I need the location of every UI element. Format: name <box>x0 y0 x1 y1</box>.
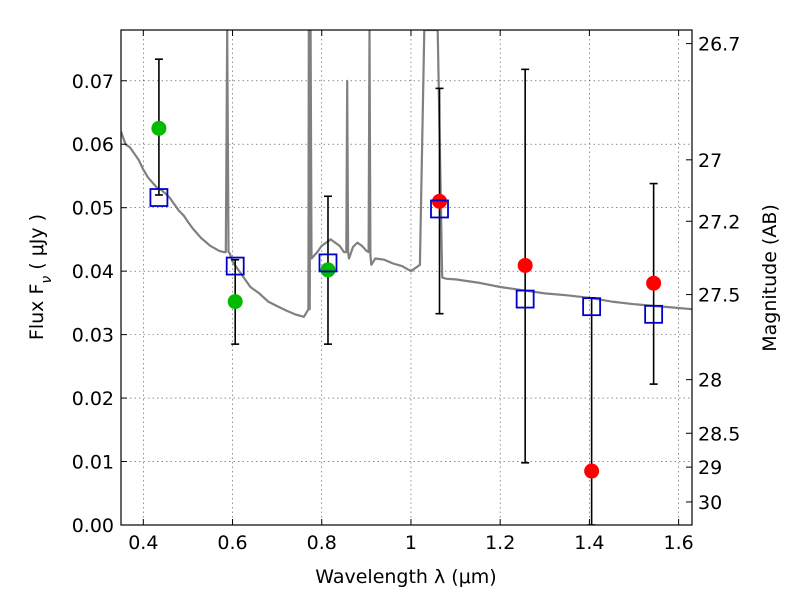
data-point-square <box>644 304 664 324</box>
x-tick-label: 0.6 <box>217 532 247 554</box>
mag-axis-ticks: 26.7 27 27.2 27.5 28 28.5 29 30 <box>686 34 740 514</box>
data-point-square <box>515 289 535 309</box>
y-tick-label: 0.05 <box>72 198 114 220</box>
y-axis-label: Flux Fν ( μJy ) <box>26 214 55 340</box>
data-point-square <box>430 199 449 219</box>
x-axis-ticks: 0.4 0.6 0.8 1 1.2 1.4 1.6 <box>128 30 694 554</box>
data-point-circle <box>646 275 662 291</box>
mag-tick-label: 26.7 <box>698 34 740 56</box>
data-point-circle <box>320 262 336 278</box>
mag-tick-label: 28 <box>698 370 722 392</box>
data-point-circle <box>584 463 600 479</box>
x-axis-label: Wavelength λ (μm) <box>315 566 496 588</box>
data-points <box>149 120 664 479</box>
data-point-circle <box>227 294 243 310</box>
mag-tick-label: 27.5 <box>698 285 740 307</box>
y-tick-label: 0.03 <box>72 325 114 347</box>
y-tick-label: 0.06 <box>72 134 114 156</box>
data-point-square <box>582 297 602 317</box>
data-point-circle <box>151 120 167 136</box>
y2-axis-label: Magnitude (AB) <box>759 204 781 352</box>
x-tick-label: 1.4 <box>574 532 604 554</box>
data-point-square <box>318 253 338 273</box>
mag-tick-label: 30 <box>698 492 722 514</box>
x-tick-label: 1 <box>405 532 417 554</box>
grid-lines <box>121 30 692 526</box>
x-tick-label: 0.4 <box>128 532 158 554</box>
y-tick-label: 0.02 <box>72 388 114 410</box>
mag-tick-label: 28.5 <box>698 423 740 445</box>
mag-tick-label: 27 <box>698 150 722 172</box>
data-point-square <box>225 256 245 276</box>
y-tick-label: 0.07 <box>72 71 114 93</box>
y-tick-label: 0.01 <box>72 452 114 474</box>
y-tick-label: 0.00 <box>72 515 114 537</box>
y-axis-label-main: Flux F <box>26 284 48 340</box>
y-axis-label-subscript: ν <box>39 276 55 284</box>
data-point-square <box>149 188 169 207</box>
model-spectrum <box>121 30 692 318</box>
data-point-circle <box>517 257 533 273</box>
spectrum-line <box>121 30 692 318</box>
y-tick-label: 0.04 <box>72 261 114 283</box>
mag-tick-label: 27.2 <box>698 211 740 233</box>
x-tick-label: 1.2 <box>485 532 515 554</box>
y-axis-ticks: 0.00 0.01 0.02 0.03 0.04 0.05 0.06 0.07 <box>72 71 127 537</box>
mag-tick-label: 29 <box>698 457 722 479</box>
plot-area <box>121 30 692 525</box>
plot-frame <box>120 29 693 526</box>
x-tick-label: 1.6 <box>664 532 694 554</box>
x-tick-label: 0.8 <box>307 532 337 554</box>
error-bars <box>154 58 658 525</box>
y-axis-label-unit: ( μJy ) <box>26 214 48 276</box>
